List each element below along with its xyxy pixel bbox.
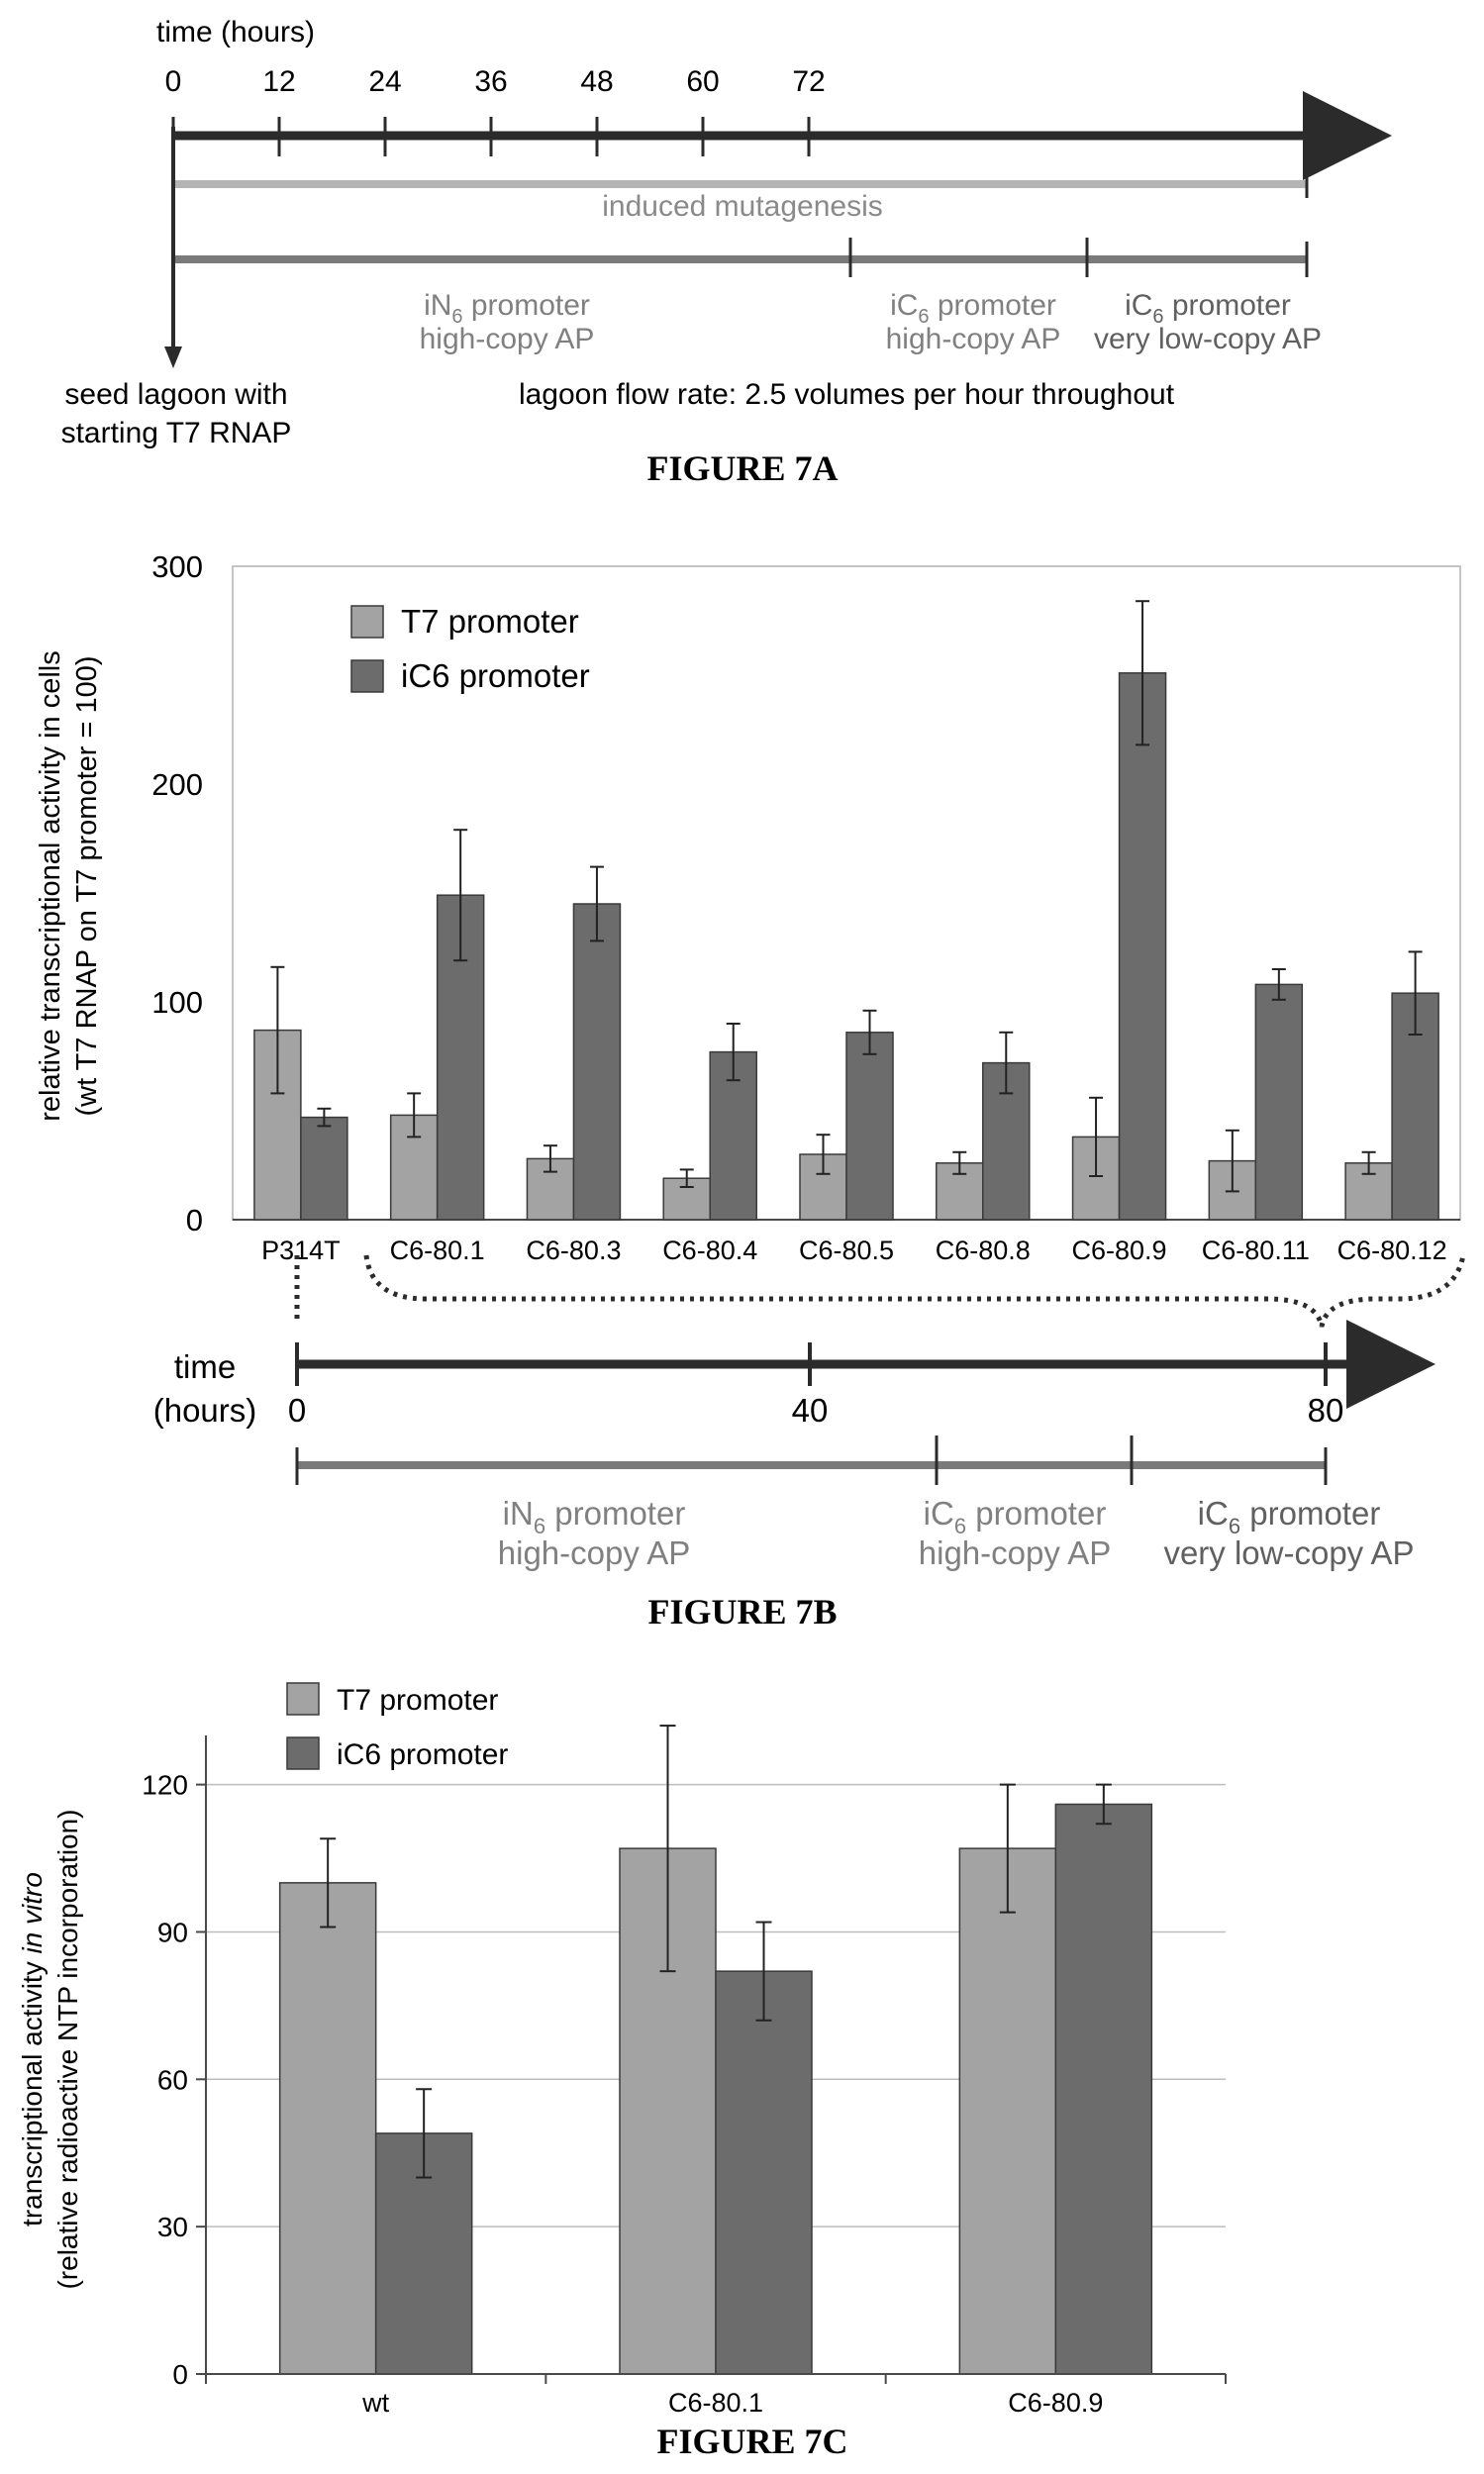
fig7b-bar xyxy=(845,1032,894,1221)
fig7c-bar xyxy=(278,1882,377,2375)
fig7a-phase1-line2: high-copy AP xyxy=(420,323,595,355)
fig7b-legend-label: T7 promoter xyxy=(401,603,579,640)
fig7b-phase3-line1: iC6 promoter xyxy=(1198,1495,1381,1538)
fig7b-category-label: C6-80.11 xyxy=(1202,1236,1310,1265)
fig7b-bars xyxy=(253,600,1439,1221)
fig7b-category-label: C6-80.3 xyxy=(526,1236,621,1265)
fig7c-bar xyxy=(958,1847,1057,2375)
fig7b-time-label-line1: time xyxy=(174,1348,236,1385)
fig7b-ytick-label: 300 xyxy=(151,549,203,584)
fig7a-seed-arrowhead xyxy=(164,346,182,368)
fig7a-flow-rate: lagoon flow rate: 2.5 volumes per hour t… xyxy=(519,378,1175,411)
fig7c-category-label: wt xyxy=(361,2388,389,2418)
fig7c-bar xyxy=(1054,1803,1153,2375)
fig7c-bars xyxy=(278,1725,1153,2375)
fig7b-x-labels: P314T C6-80.1 C6-80.3 C6-80.4 C6-80.5 C6-80.8… xyxy=(261,1236,1447,1265)
figure-7a-timeline: time (hours) 0 12 24 36 48 60 72 induced mutag… xyxy=(61,16,1392,488)
fig7c-legend-label: iC6 promoter xyxy=(337,1738,508,1771)
fig7b-bar xyxy=(253,1029,302,1221)
fig7c-ytick-label: 60 xyxy=(157,2064,188,2095)
fig7a-tick-marks xyxy=(171,117,811,156)
fig7b-ytick-label: 0 xyxy=(186,1203,203,1237)
fig7b-ytick-label: 200 xyxy=(151,767,203,802)
fig7b-category-label: P314T xyxy=(261,1236,341,1265)
fig7b-ylabel-line2: (wt T7 RNAP on T7 promoter = 100) xyxy=(71,655,103,1116)
fig7c-caption: FIGURE 7C xyxy=(656,2422,847,2461)
fig7b-ytick-label: 100 xyxy=(151,985,203,1020)
fig7a-phase1-line1: iN6 promoter xyxy=(424,289,590,328)
fig7a-caption: FIGURE 7A xyxy=(646,448,838,488)
fig7a-seed-line2: starting T7 RNAP xyxy=(61,417,292,449)
fig7a-tick-label: 24 xyxy=(368,65,401,98)
fig7b-legend-swatch xyxy=(350,605,384,639)
fig7b-phase1-line1: iN6 promoter xyxy=(503,1495,686,1538)
fig7a-phase2-line2: high-copy AP xyxy=(886,323,1061,355)
fig7b-time-tick-label: 0 xyxy=(288,1392,306,1429)
fig7a-mutagenesis-label: induced mutagenesis xyxy=(602,190,883,223)
fig7c-axes: 0 30 60 90 120 wt C6-80.1 C6-80.9 xyxy=(142,1735,1227,2418)
fig7b-ylabel-line1: relative transcriptional activity in cel… xyxy=(35,650,66,1121)
fig7b-phase2-line1: iC6 promoter xyxy=(924,1495,1107,1538)
fig7c-legend-swatch xyxy=(286,1682,320,1716)
fig7b-legend: T7 promoter iC6 promoter xyxy=(350,603,590,694)
fig7a-phase3-line1: iC6 promoter xyxy=(1125,289,1291,328)
fig7b-phase1-line2: high-copy AP xyxy=(498,1534,690,1571)
fig7a-tick-label: 36 xyxy=(474,65,507,98)
fig7b-time-ticks: 0 40 80 xyxy=(288,1342,1344,1429)
fig7b-time-tick-label: 40 xyxy=(792,1392,829,1429)
fig7a-phase3-line2: very low-copy AP xyxy=(1094,323,1322,355)
figure-7b-chart: relative transcriptional activity in cel… xyxy=(35,549,1466,1632)
fig7a-tick-labels: 0 12 24 36 48 60 72 xyxy=(165,65,826,98)
fig7b-dotted-bracket xyxy=(363,1254,1466,1328)
fig7b-phase2-line2: high-copy AP xyxy=(919,1534,1111,1571)
fig7b-category-label: C6-80.9 xyxy=(1072,1236,1167,1265)
fig7c-legend-swatch xyxy=(286,1736,320,1770)
fig7c-ylabel-line2: (relative radioactive NTP incorporation) xyxy=(52,1809,83,2289)
fig7c-ytick-label: 0 xyxy=(172,2359,188,2390)
fig7c-ytick-label: 120 xyxy=(142,1770,188,1801)
fig7a-tick-label: 60 xyxy=(686,65,719,98)
fig7a-tick-label: 0 xyxy=(165,65,182,98)
fig7c-legend-label: T7 promoter xyxy=(337,1684,498,1717)
fig7a-seed-line1: seed lagoon with xyxy=(64,378,287,411)
fig7a-time-label: time (hours) xyxy=(156,16,315,49)
fig7b-category-label: C6-80.8 xyxy=(936,1236,1031,1265)
fig7a-tick-label: 12 xyxy=(262,65,295,98)
fig7b-bar xyxy=(300,1116,348,1221)
fig7b-category-label: C6-80.1 xyxy=(390,1236,485,1265)
fig7b-category-label: C6-80.12 xyxy=(1337,1236,1447,1265)
figure-7c-chart: transcriptional activity in vitro (relat… xyxy=(17,1682,1227,2461)
fig7b-bar xyxy=(572,903,622,1221)
fig7b-caption: FIGURE 7B xyxy=(647,1592,837,1632)
fig7c-bar xyxy=(715,1970,813,2375)
fig7c-category-label: C6-80.1 xyxy=(668,2388,763,2418)
fig7a-tick-label: 48 xyxy=(580,65,613,98)
fig7b-time-label-line2: (hours) xyxy=(153,1392,257,1429)
fig7c-ytick-label: 30 xyxy=(157,2212,188,2242)
fig7b-time-tick-label: 80 xyxy=(1308,1392,1344,1429)
fig7a-phase2-line1: iC6 promoter xyxy=(890,289,1056,328)
fig7b-bar xyxy=(1118,672,1167,1221)
fig7c-ytick-label: 90 xyxy=(157,1917,188,1947)
fig7b-phase3-line2: very low-copy AP xyxy=(1163,1534,1414,1571)
fig7b-bar xyxy=(1254,983,1304,1221)
fig7c-legend: T7 promoter iC6 promoter xyxy=(286,1682,508,1771)
fig7b-legend-label: iC6 promoter xyxy=(401,657,590,694)
fig7b-category-label: C6-80.4 xyxy=(662,1236,757,1265)
fig7c-ylabel-line1: transcriptional activity in vitro xyxy=(17,1872,48,2227)
fig7b-category-label: C6-80.5 xyxy=(799,1236,894,1265)
fig7a-tick-label: 72 xyxy=(792,65,825,98)
fig7b-legend-swatch xyxy=(350,659,384,693)
fig7c-category-label: C6-80.9 xyxy=(1008,2388,1103,2418)
